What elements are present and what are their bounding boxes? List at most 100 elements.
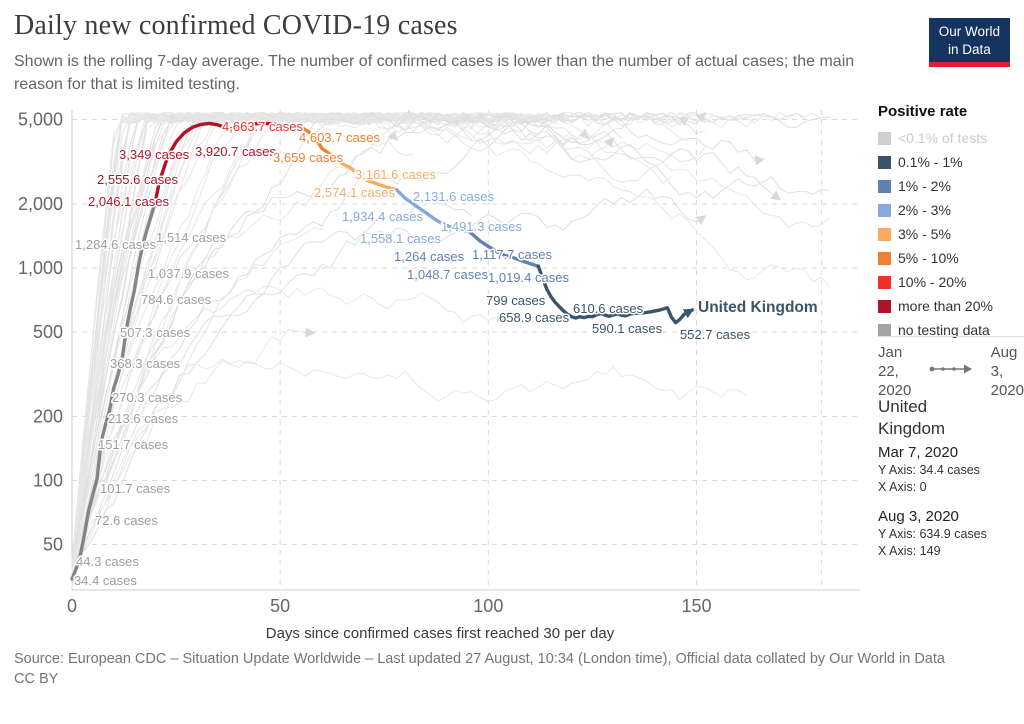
time-range: Jan 22, 2020 Aug 3, 2020 <box>878 344 1024 400</box>
point-value-label: 2,555.6 cases <box>97 172 178 187</box>
uk-line-segment[interactable] <box>70 200 157 581</box>
timeline-arrow-icon <box>929 364 972 374</box>
x-axis-tick-label: 150 <box>681 596 711 616</box>
point-value-label: 552.7 cases <box>680 327 751 342</box>
x-axis-tick-label: 100 <box>473 596 503 616</box>
legend-item[interactable]: no testing data <box>878 322 1024 338</box>
point-value-label: 151.7 cases <box>98 437 169 452</box>
background-country-line <box>71 111 506 560</box>
legend-swatch-icon <box>878 227 891 241</box>
y-axis-tick-label: 200 <box>33 407 63 427</box>
background-country-line <box>71 112 689 564</box>
uk-line-segment[interactable] <box>395 188 474 236</box>
sidebar-entity-name: United Kingdom <box>878 397 946 439</box>
footer-source: Source: European CDC – Situation Update … <box>14 651 945 667</box>
point-value-label: 1,934.4 cases <box>342 209 423 224</box>
y-axis-tick-label: 1,000 <box>18 258 63 278</box>
uk-line-segment[interactable] <box>278 123 299 129</box>
point-value-label: 1,264 cases <box>394 249 465 264</box>
x-axis-title: Days since confirmed cases first reached… <box>266 625 615 642</box>
legend-swatch-icon <box>878 155 891 169</box>
point-value-label: 213.6 cases <box>108 411 179 426</box>
y-axis-tick-label: 5,000 <box>18 109 63 129</box>
uk-line-segment[interactable] <box>153 121 282 204</box>
point-value-label: 1,284.6 cases <box>75 237 156 252</box>
legend-swatch-icon <box>878 203 891 217</box>
point-value-label: 101.7 cases <box>100 481 171 496</box>
legend-item-label: no testing data <box>898 322 990 338</box>
point-y-value: Y Axis: 634.9 cases <box>878 526 987 541</box>
point-date: Aug 3, 2020 <box>878 507 959 525</box>
point-value-label: 1,048.7 cases <box>407 267 488 282</box>
owid-logo-line1: Our World <box>938 24 1000 39</box>
legend-item-label: <0.1% of tests <box>898 130 988 146</box>
x-axis-tick-label: 0 <box>67 596 77 616</box>
page-title: Daily new confirmed COVID-19 cases <box>14 10 458 41</box>
point-value-label: 2,131.6 cases <box>413 189 494 204</box>
point-x-value: X Axis: 149 <box>878 543 941 558</box>
background-country-line <box>71 111 766 569</box>
uk-line-segment[interactable] <box>536 264 695 325</box>
legend-item[interactable]: 0.1% - 1% <box>878 154 1024 170</box>
point-value-label: 1,514 cases <box>156 230 227 245</box>
sidebar-point-block: Mar 7, 2020 Y Axis: 34.4 cases X Axis: 0 <box>878 444 1024 496</box>
background-country-line <box>71 112 364 564</box>
point-value-label: 2,574.1 cases <box>314 185 395 200</box>
point-value-label: 3,920.7 cases <box>195 144 276 159</box>
legend-items: <0.1% of tests 0.1% - 1% 1% - 2% 2% - 3% 3% … <box>878 130 1024 338</box>
point-value-label: 507.3 cases <box>120 325 191 340</box>
background-country-line <box>71 113 281 572</box>
range-start-date: Jan 22, 2020 <box>878 344 912 399</box>
uk-line-segment[interactable] <box>295 125 332 156</box>
legend-title: Positive rate <box>878 103 968 120</box>
page-subtitle: Shown is the rolling 7-day average. The … <box>14 53 855 94</box>
background-country-line <box>71 358 747 579</box>
y-axis-tick-label: 100 <box>33 471 63 491</box>
legend-swatch-icon <box>878 179 891 193</box>
sidebar-highlight-points: Mar 7, 2020 Y Axis: 34.4 cases X Axis: 0 Au… <box>878 444 1024 572</box>
point-value-label: 4,603.7 cases <box>299 130 380 145</box>
legend-swatch-icon <box>878 299 891 313</box>
point-value-label: 3,349 cases <box>119 147 190 162</box>
point-value-label: 1,491.3 cases <box>441 219 522 234</box>
point-date: Mar 7, 2020 <box>878 444 959 461</box>
legend-item-label: 0.1% - 1% <box>898 154 963 170</box>
owid-logo-line2: in Data <box>947 41 991 57</box>
point-value-label: 34.4 cases <box>74 573 137 588</box>
legend-item[interactable]: 1% - 2% <box>878 178 1024 194</box>
legend-item[interactable]: 2% - 3% <box>878 202 1024 218</box>
point-value-label: 799 cases <box>486 293 546 308</box>
range-end-date: Aug 3, 2020 <box>990 344 1024 399</box>
legend-item-label: 5% - 10% <box>898 250 959 266</box>
point-value-label: 1,037.9 cases <box>148 266 229 281</box>
y-axis-tick-label: 50 <box>43 534 63 554</box>
point-value-label: 2,046.1 cases <box>88 194 169 209</box>
legend-item[interactable]: 10% - 20% <box>878 274 1024 290</box>
legend-item[interactable]: 5% - 10% <box>878 250 1024 266</box>
uk-line-segment[interactable] <box>470 231 540 268</box>
legend-divider <box>878 336 1024 337</box>
legend-swatch-icon <box>878 251 891 265</box>
legend-item[interactable]: 3% - 5% <box>878 226 1024 242</box>
background-country-line <box>71 120 622 569</box>
sidebar-point-block: Aug 3, 2020 Y Axis: 634.9 cases X Axis: 14… <box>878 508 1024 560</box>
background-country-line <box>71 196 473 576</box>
background-country-line <box>71 121 831 579</box>
y-axis-tick-label: 2,000 <box>18 194 63 214</box>
uk-series-end-label[interactable]: United Kingdom <box>697 298 820 318</box>
uk-line-segment[interactable] <box>328 152 399 192</box>
background-country-line <box>71 112 782 584</box>
point-value-label: 44.3 cases <box>76 554 139 569</box>
background-country-line <box>71 111 547 579</box>
background-country-line <box>71 188 707 561</box>
legend-item-label: more than 20% <box>898 298 993 314</box>
owid-logo[interactable]: Our World in Data <box>928 18 1010 68</box>
point-y-value: Y Axis: 34.4 cases <box>878 463 980 477</box>
point-value-label: 1,019.4 cases <box>488 270 569 285</box>
legend-item[interactable]: <0.1% of tests <box>878 130 1024 146</box>
point-value-label: 72.6 cases <box>95 513 158 528</box>
point-value-label: 1,558.1 cases <box>360 231 441 246</box>
legend-item[interactable]: more than 20% <box>878 298 1024 314</box>
